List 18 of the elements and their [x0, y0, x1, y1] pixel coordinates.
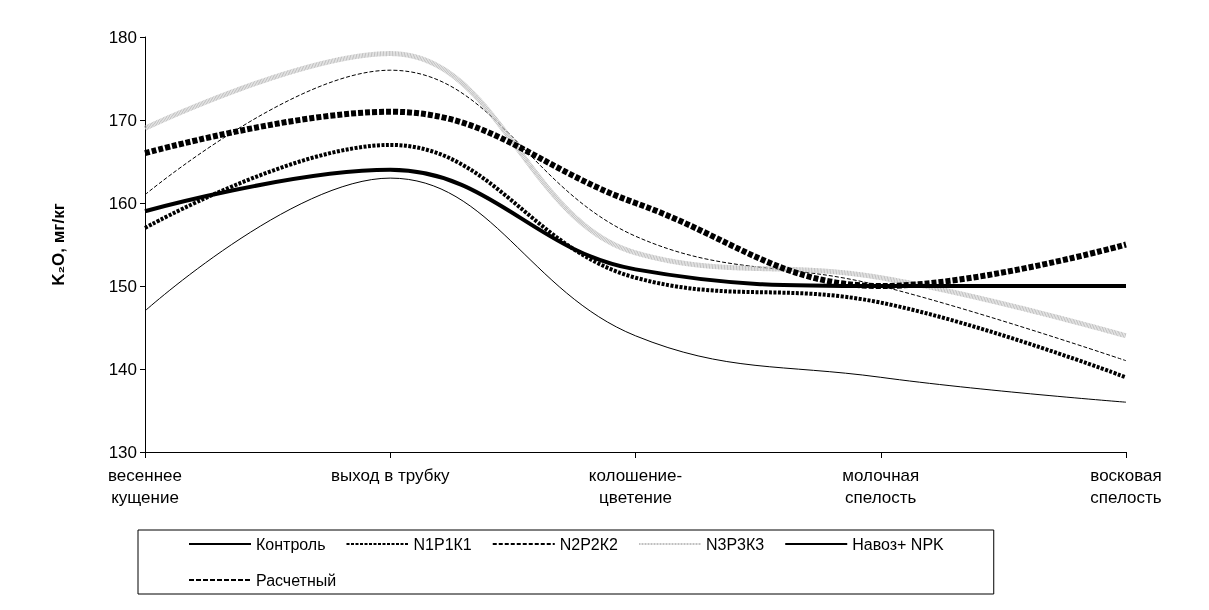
- y-axis-title: K₂O, мг/кг: [49, 203, 68, 286]
- legend-label: Навоз+ NPK: [852, 535, 945, 553]
- x-tick-label: колошение- цветение: [588, 465, 683, 507]
- x-tick-label: весеннее кущение: [108, 465, 182, 507]
- legend-label: N1P1К1: [413, 535, 472, 553]
- legend-label: N2P2К2: [559, 535, 619, 553]
- y-tick-label: 140: [108, 359, 137, 379]
- y-tick-label: 160: [108, 193, 137, 213]
- x-tick-label: восковая спелость: [1090, 465, 1162, 507]
- legend-label: Контроль: [256, 535, 326, 553]
- x-tick-label: молочная спелость: [842, 465, 920, 507]
- x-tick-label: выход в трубку: [330, 465, 451, 485]
- y-tick-label: 130: [108, 442, 137, 462]
- y-tick-label: 150: [108, 276, 137, 296]
- y-tick-label: 180: [108, 27, 137, 47]
- y-tick-label: 170: [108, 110, 137, 130]
- legend-label: N3P3К3: [705, 535, 765, 553]
- legend-label: Расчетный: [256, 571, 337, 589]
